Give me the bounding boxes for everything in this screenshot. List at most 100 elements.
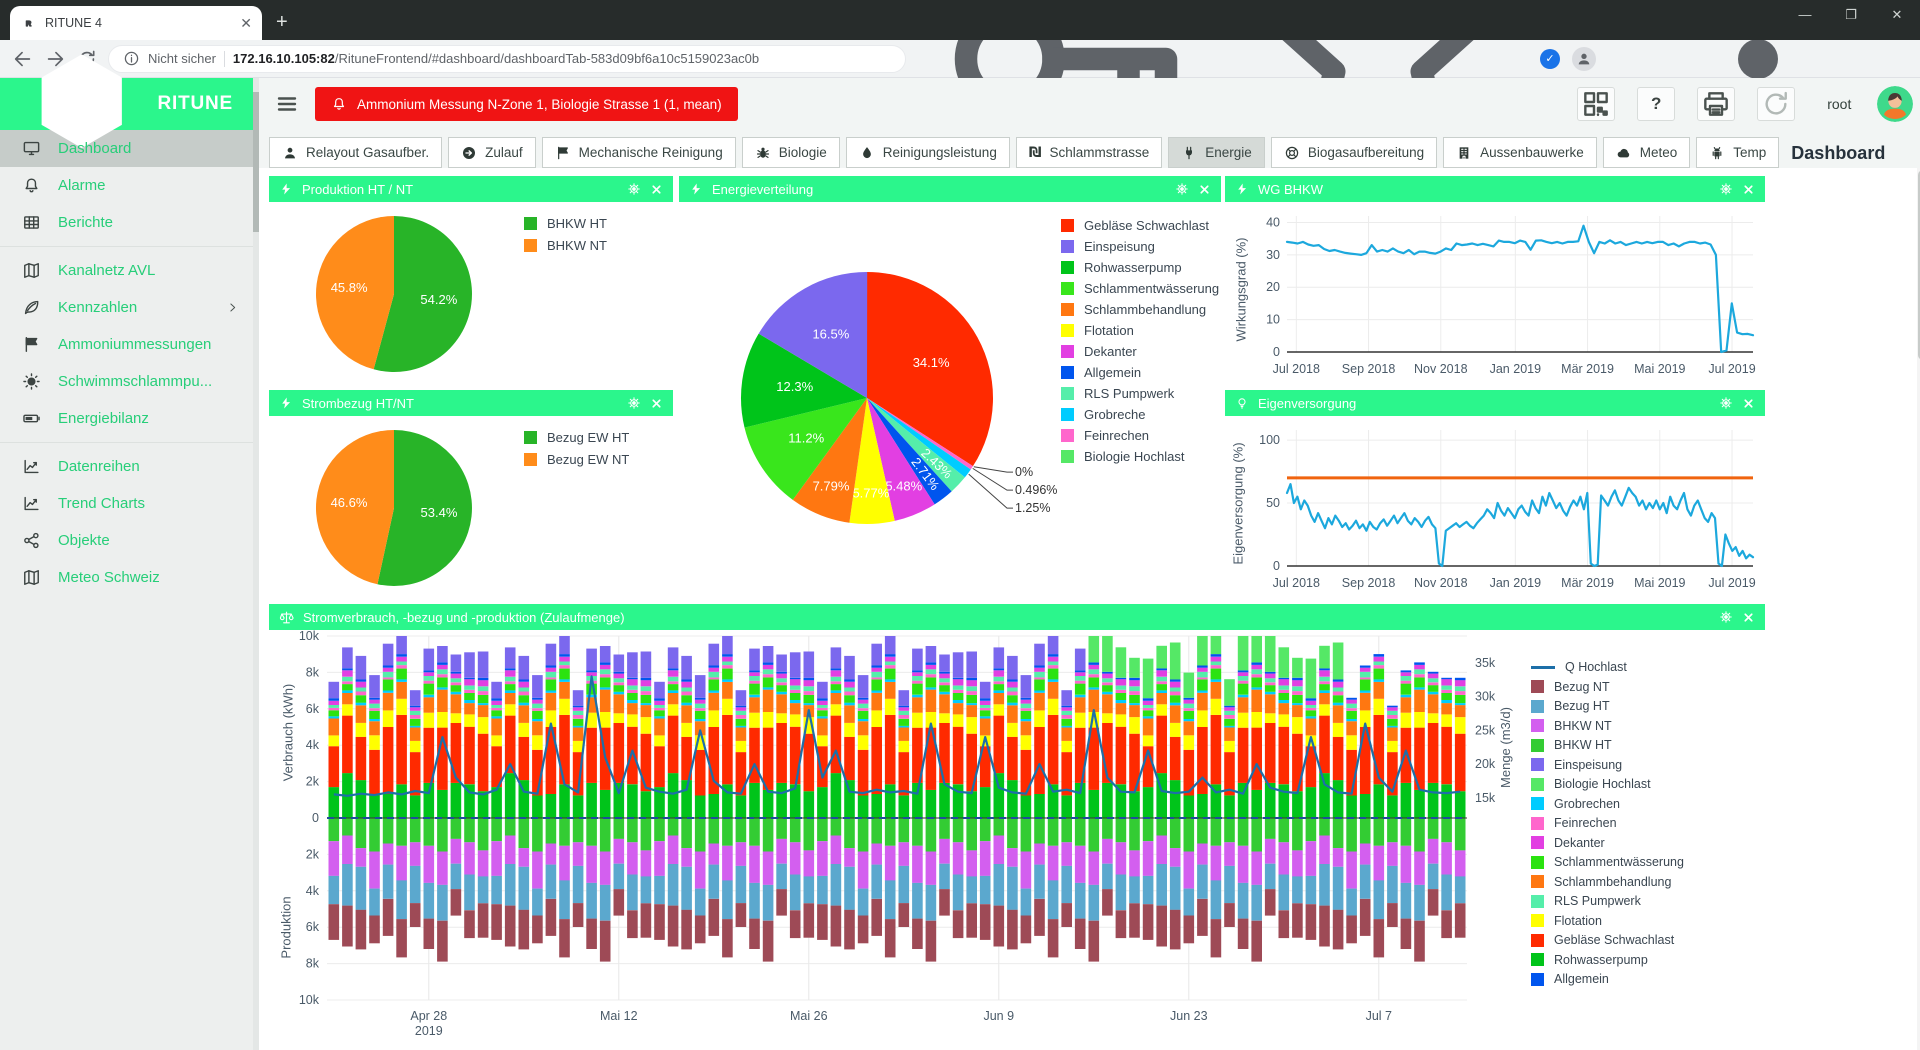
legend-item[interactable]: RLS Pumpwerk — [1061, 386, 1219, 401]
map-icon — [22, 261, 41, 280]
panel-settings-icon[interactable] — [1175, 182, 1189, 196]
panel-close-icon[interactable] — [1198, 183, 1211, 196]
legend-item[interactable]: Feinrechen — [1531, 816, 1684, 830]
legend-item[interactable]: Bezug HT — [1531, 699, 1684, 713]
sidebar-item-objekte[interactable]: Objekte — [0, 522, 253, 559]
sidebar-item-datenreihen[interactable]: Datenreihen — [0, 448, 253, 485]
back-button[interactable] — [12, 48, 34, 70]
sidebar-item-dashboard[interactable]: Dashboard — [0, 130, 253, 167]
tab-zulauf[interactable]: Zulauf — [448, 137, 536, 168]
tab-close-icon[interactable]: ✕ — [240, 14, 252, 31]
window-maximize-button[interactable]: ❐ — [1845, 7, 1857, 22]
main-scrollbar[interactable] — [1917, 168, 1920, 1050]
panel-header: Strombezug HT/NT — [269, 390, 673, 416]
legend-item[interactable]: Biologie Hochlast — [1531, 777, 1684, 791]
legend-item[interactable]: Grobrechen — [1531, 797, 1684, 811]
panel-settings-icon[interactable] — [1719, 610, 1733, 624]
tab-energie[interactable]: Energie — [1168, 137, 1265, 168]
legend-item[interactable]: Dekanter — [1061, 344, 1219, 359]
legend-item[interactable]: Rohwasserpump — [1531, 953, 1684, 967]
legend-item[interactable]: Allgemein — [1061, 365, 1219, 380]
browser-tab[interactable]: R RITUNE 4 ✕ — [10, 6, 262, 40]
legend-item[interactable]: Einspeisung — [1531, 758, 1684, 772]
browser-profile-avatar[interactable] — [1572, 46, 1596, 71]
panel-settings-icon[interactable] — [1719, 396, 1733, 410]
sidebar-divider — [0, 246, 253, 247]
sidebar-item-kennzahlen[interactable]: Kennzahlen — [0, 289, 253, 326]
window-minimize-button[interactable]: — — [1798, 7, 1812, 22]
sidebar-item-alarme[interactable]: Alarme — [0, 167, 253, 204]
legend-item[interactable]: Schlammbehandlung — [1531, 875, 1684, 889]
svg-text:40: 40 — [1266, 215, 1280, 229]
sidebar-item-energiebilanz[interactable]: Energiebilanz — [0, 400, 253, 437]
tab-aussenbauwerke[interactable]: Aussenbauwerke — [1443, 137, 1597, 168]
legend-item[interactable]: Allgemein — [1531, 972, 1684, 986]
user-avatar[interactable] — [1877, 86, 1914, 122]
site-info-icon[interactable] — [123, 50, 140, 67]
sidebar-scrollbar[interactable] — [253, 78, 259, 1050]
sidebar-item-berichte[interactable]: Berichte — [0, 204, 253, 241]
panel-settings-icon[interactable] — [627, 182, 641, 196]
legend-swatch — [1531, 933, 1544, 947]
tab-schlammstrasse[interactable]: ₪ Schlammstrasse — [1015, 137, 1163, 168]
legend-item[interactable]: BHKW NT — [1531, 719, 1684, 733]
tab-biologie[interactable]: Biologie — [741, 137, 840, 168]
legend-item[interactable]: Schlammbehandlung — [1061, 302, 1219, 317]
legend-item[interactable]: Flotation — [1061, 323, 1219, 338]
svg-text:Mär 2019: Mär 2019 — [1561, 576, 1614, 590]
sidebar-item-kanalnetz-avl[interactable]: Kanalnetz AVL — [0, 252, 253, 289]
tab-meteo[interactable]: Meteo — [1602, 137, 1691, 168]
alarm-banner[interactable]: Ammonium Messung N-Zone 1, Biologie Stra… — [315, 87, 738, 121]
menge-axis-label: Menge (m3/d) — [1497, 707, 1513, 788]
help-button[interactable]: ? — [1637, 87, 1676, 121]
legend-item[interactable]: Gebläse Schwachlast — [1061, 218, 1219, 233]
sidebar-item-trend-charts[interactable]: Trend Charts — [0, 485, 253, 522]
legend-item[interactable]: Schlammentwässerung — [1531, 855, 1684, 869]
legend-item[interactable]: RLS Pumpwerk — [1531, 894, 1684, 908]
qr-code-button[interactable] — [1577, 87, 1616, 121]
legend-item[interactable]: Feinrechen — [1061, 428, 1219, 443]
legend-label: Grobrechen — [1554, 796, 1621, 811]
tab-mechanische-reinigung[interactable]: Mechanische Reinigung — [541, 137, 736, 168]
legend-item[interactable]: Flotation — [1531, 914, 1684, 928]
strombezug-pie-chart: 53.4% 46.6% — [315, 430, 472, 586]
tab-reinigungsleistung[interactable]: Reinigungsleistung — [845, 137, 1010, 168]
print-button[interactable] — [1697, 87, 1736, 121]
legend-item[interactable]: Bezug NT — [1531, 680, 1684, 694]
legend-item[interactable]: Grobreche — [1061, 407, 1219, 422]
legend-item[interactable]: Einspeisung — [1061, 239, 1219, 254]
legend-swatch — [1061, 429, 1074, 442]
legend-item[interactable]: Bezug EW HT — [524, 430, 629, 445]
menu-toggle-button[interactable] — [275, 92, 299, 116]
panel-settings-icon[interactable] — [1719, 182, 1733, 196]
legend-item[interactable]: BHKW HT — [1531, 738, 1684, 752]
legend-item[interactable]: Schlammentwässerung — [1061, 281, 1219, 296]
tab-temp[interactable]: Temp — [1696, 137, 1780, 168]
legend-item[interactable]: BHKW NT — [524, 238, 607, 253]
sidebar-item-ammoniummessungen[interactable]: Ammoniummessungen — [0, 326, 253, 363]
legend-item[interactable]: BHKW HT — [524, 216, 607, 231]
refresh-button[interactable] — [1757, 87, 1796, 121]
sidebar-item-schwimmschlammpu-[interactable]: Schwimmschlammpu... — [0, 363, 253, 400]
legend-item[interactable]: Biologie Hochlast — [1061, 449, 1219, 464]
panel-close-icon[interactable] — [650, 397, 663, 410]
legend-item[interactable]: Dekanter — [1531, 836, 1684, 850]
panel-close-icon[interactable] — [1742, 397, 1755, 410]
tab-relayout-gasaufber-[interactable]: Relayout Gasaufber. — [269, 137, 443, 168]
svg-text:8k: 8k — [306, 665, 320, 679]
panel-close-icon[interactable] — [1742, 183, 1755, 196]
panel-settings-icon[interactable] — [627, 396, 641, 410]
extension-badge[interactable]: ✓ — [1540, 48, 1560, 69]
sidebar-item-meteo-schweiz[interactable]: Meteo Schweiz — [0, 559, 253, 596]
forward-button[interactable] — [44, 48, 66, 70]
tab-biogasaufbereitung[interactable]: Biogasaufbereitung — [1270, 137, 1438, 168]
panel-close-icon[interactable] — [1742, 611, 1755, 624]
window-close-button[interactable]: ✕ — [1891, 7, 1903, 22]
legend-item[interactable]: Q Hochlast — [1531, 660, 1684, 674]
legend-item[interactable]: Bezug EW NT — [524, 452, 629, 467]
panel-close-icon[interactable] — [650, 183, 663, 196]
new-tab-button[interactable]: + — [276, 11, 288, 33]
legend-item[interactable]: Gebläse Schwachlast — [1531, 933, 1684, 947]
legend-item[interactable]: Rohwasserpump — [1061, 260, 1219, 275]
address-bar[interactable]: Nicht sicher 172.16.10.105:82/RituneFron… — [108, 44, 906, 73]
